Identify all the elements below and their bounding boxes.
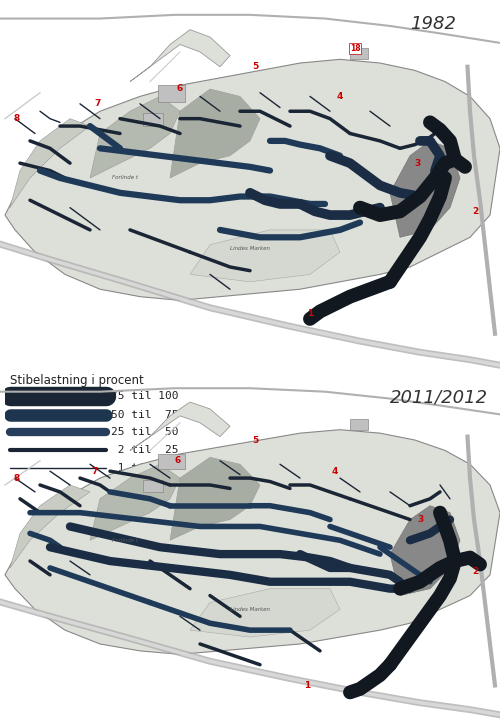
Polygon shape [190,230,340,282]
Text: 6: 6 [177,84,183,94]
Text: 2 til  25: 2 til 25 [110,445,178,455]
Text: 3: 3 [417,515,423,524]
Text: Lindes Marken: Lindes Marken [230,607,270,612]
Text: 3: 3 [414,158,420,168]
Text: 7: 7 [94,99,100,108]
Text: 1: 1 [304,681,310,690]
Polygon shape [10,485,90,568]
Text: 6: 6 [174,456,180,465]
Text: 2011/2012: 2011/2012 [390,388,488,406]
Polygon shape [190,589,340,637]
Text: 8: 8 [14,474,20,482]
Polygon shape [390,505,460,595]
Polygon shape [170,89,260,178]
Text: 4: 4 [332,467,338,476]
Text: Forlinde t: Forlinde t [112,176,138,181]
Text: 1982: 1982 [410,15,456,33]
Bar [142,480,163,492]
Polygon shape [5,59,500,300]
Polygon shape [90,464,180,540]
Text: Stibelastning i procent: Stibelastning i procent [10,374,143,387]
Text: 2: 2 [472,207,478,216]
Text: 5: 5 [252,62,258,71]
Polygon shape [170,457,260,540]
Polygon shape [130,402,230,451]
Bar [158,85,185,102]
Text: 75 til 100: 75 til 100 [110,391,178,401]
Text: 1: 1 [307,309,313,318]
Text: 4: 4 [337,92,343,101]
Polygon shape [390,141,460,238]
Polygon shape [5,430,500,654]
Text: 5: 5 [252,436,258,444]
Text: Forlinde t: Forlinde t [112,538,138,543]
Bar [142,113,163,126]
Text: 7: 7 [92,467,98,476]
Bar [350,48,368,59]
Bar [350,419,368,430]
Text: Lindes Marken: Lindes Marken [230,246,270,251]
Polygon shape [90,96,180,178]
Text: 18: 18 [350,44,360,53]
Bar [158,454,185,469]
Polygon shape [10,119,90,207]
Text: 50 til  75: 50 til 75 [110,410,178,420]
Text: 2: 2 [472,567,478,576]
Polygon shape [130,30,230,81]
Text: 25 til  50: 25 til 50 [110,428,178,437]
Text: 1 til   2: 1 til 2 [110,463,178,473]
Text: 8: 8 [14,114,20,123]
